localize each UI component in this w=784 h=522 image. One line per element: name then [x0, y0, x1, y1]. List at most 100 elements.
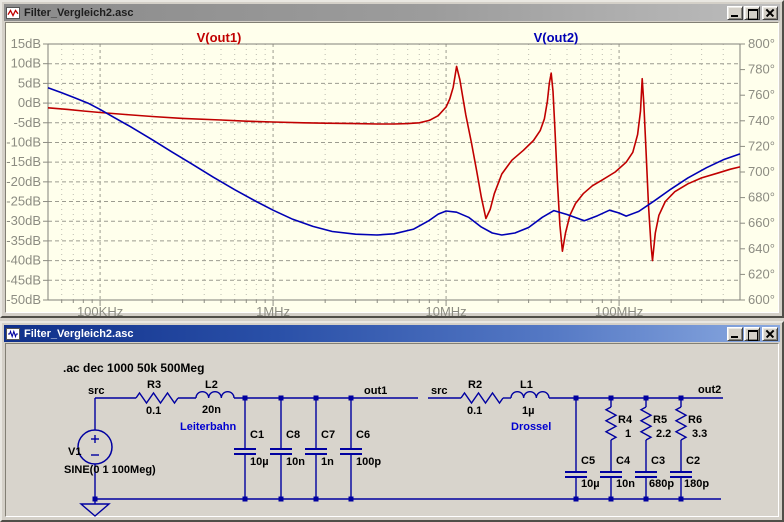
schematic-label[interactable]: 10n [286, 456, 305, 468]
y-axis-label: 10dB [11, 56, 41, 71]
phase-axis-label: 660° [748, 215, 775, 230]
schematic-label[interactable]: 1n [321, 456, 334, 468]
schematic-label[interactable]: R4 [618, 414, 633, 426]
schematic-label[interactable]: 3.3 [692, 428, 707, 440]
y-axis-label: -45dB [6, 272, 41, 287]
trace-vout1 [47, 65, 741, 262]
schematic-label[interactable]: C3 [651, 455, 665, 467]
y-axis-label: -25dB [6, 194, 41, 209]
y-axis-label: -10dB [6, 134, 41, 149]
resistor-R5[interactable] [639, 406, 653, 441]
schematic-label[interactable]: C2 [686, 455, 700, 467]
junction-dot [573, 395, 579, 401]
junction-dot [348, 395, 354, 401]
phase-axis-label: 600° [748, 292, 775, 307]
schematic-label[interactable]: 2.2 [656, 428, 671, 440]
schematic-window-titlebar[interactable]: Filter_Vergleich2.asc [4, 325, 780, 342]
schematic-label[interactable]: SINE(0 1 100Meg) [64, 464, 156, 476]
schematic-label[interactable]: 0.1 [146, 405, 161, 417]
schematic-label[interactable]: 10µ [581, 478, 600, 490]
schematic-label[interactable]: C6 [356, 429, 370, 441]
phase-axis-label: 760° [748, 87, 775, 102]
y-axis-label: 0dB [18, 95, 41, 110]
schematic-label[interactable]: Leiterbahn [180, 421, 237, 433]
schematic-label[interactable]: 100p [356, 456, 381, 468]
schematic-label[interactable]: R2 [468, 379, 482, 391]
x-axis-label: 100KHz [77, 304, 123, 317]
schematic-label[interactable]: C8 [286, 429, 300, 441]
junction-dot [643, 496, 649, 502]
schematic-label[interactable]: R3 [147, 379, 161, 391]
schematic-label[interactable]: L1 [520, 379, 533, 391]
maximize-button[interactable] [744, 326, 760, 341]
spice-directive[interactable]: .ac dec 1000 50k 500Meg [63, 361, 204, 375]
phase-axis-label: 740° [748, 113, 775, 128]
phase-axis-label: 640° [748, 241, 775, 256]
schematic-label[interactable]: C7 [321, 429, 335, 441]
minimize-button[interactable] [727, 5, 743, 20]
plot-frame [47, 43, 741, 301]
junction-dot [608, 496, 614, 502]
schematic-label[interactable]: out2 [698, 384, 721, 396]
plot-canvas[interactable]: 15dB 10dB 5dB 0dB -5dB -10dB -15dB -20dB -25dB -3… [5, 22, 779, 317]
schematic-canvas[interactable]: .ac dec 1000 50k 500Meg src R3 0.1 L2 20n Leit… [5, 343, 779, 517]
schematic-label[interactable]: Drossel [511, 421, 551, 433]
ground-symbol[interactable] [79, 503, 111, 517]
waveform-window-titlebar[interactable]: Filter_Vergleich2.asc [4, 4, 780, 21]
schematic-label[interactable]: 180p [684, 478, 709, 490]
resistor-R3[interactable] [135, 391, 179, 405]
junction-dot [573, 496, 579, 502]
legend-vout1[interactable]: V(out1) [196, 30, 242, 45]
y-axis-label: -50dB [6, 292, 41, 307]
schematic-label[interactable]: C1 [250, 429, 264, 441]
phase-axis-label: 700° [748, 164, 775, 179]
schematic-label[interactable]: src [431, 385, 448, 397]
waveform-icon[interactable] [6, 6, 20, 19]
schematic-icon[interactable] [6, 327, 20, 340]
close-button[interactable] [762, 326, 778, 341]
schematic-label[interactable]: R6 [688, 414, 702, 426]
close-button[interactable] [762, 5, 778, 20]
schematic-label[interactable]: C5 [581, 455, 595, 467]
resistor-R2[interactable] [460, 391, 504, 405]
junction-dot [278, 395, 284, 401]
schematic-label[interactable]: V1 [68, 446, 81, 458]
schematic-label[interactable]: 1 [625, 428, 631, 440]
junction-dot [92, 496, 98, 502]
schematic-label[interactable]: L2 [205, 379, 218, 391]
junction-dot [348, 496, 354, 502]
phase-axis-label: 620° [748, 266, 775, 281]
minimize-button[interactable] [727, 326, 743, 341]
y-axis-label: -30dB [6, 213, 41, 228]
resistor-R4[interactable] [604, 406, 618, 441]
y-axis-label: -20dB [6, 174, 41, 189]
junction-dot [242, 496, 248, 502]
resistor-R6[interactable] [674, 406, 688, 441]
schematic-label[interactable]: 10µ [250, 456, 269, 468]
schematic-label[interactable]: 680p [649, 478, 674, 490]
schematic-label[interactable]: src [88, 385, 105, 397]
schematic-label[interactable]: 20n [202, 404, 221, 416]
junction-dot [242, 395, 248, 401]
schematic-window: Filter_Vergleich2.asc .ac dec 1000 50k 5… [0, 321, 784, 522]
schematic-label[interactable]: 10n [616, 478, 635, 490]
waveform-window: Filter_Vergleich2.asc 15dB 10dB 5dB 0dB -5dB… [0, 0, 784, 318]
inductor-L1[interactable] [510, 390, 550, 399]
legend-vout2[interactable]: V(out2) [533, 30, 579, 45]
phase-axis-label: 720° [748, 138, 775, 153]
schematic-label[interactable]: R5 [653, 414, 667, 426]
inductor-L2[interactable] [195, 390, 235, 399]
schematic-label[interactable]: 1µ [522, 405, 534, 417]
voltage-source-V1[interactable] [77, 429, 113, 465]
maximize-button[interactable] [744, 5, 760, 20]
junction-dot [608, 395, 614, 401]
y-axis-label: -40dB [6, 253, 41, 268]
phase-axis-label: 800° [748, 36, 775, 51]
y-axis-label: -5dB [14, 115, 41, 130]
schematic-label[interactable]: 0.1 [467, 405, 482, 417]
junction-dot [643, 395, 649, 401]
schematic-label[interactable]: out1 [364, 385, 387, 397]
junction-dot [678, 496, 684, 502]
schematic-label[interactable]: C4 [616, 455, 631, 467]
junction-dot [313, 395, 319, 401]
